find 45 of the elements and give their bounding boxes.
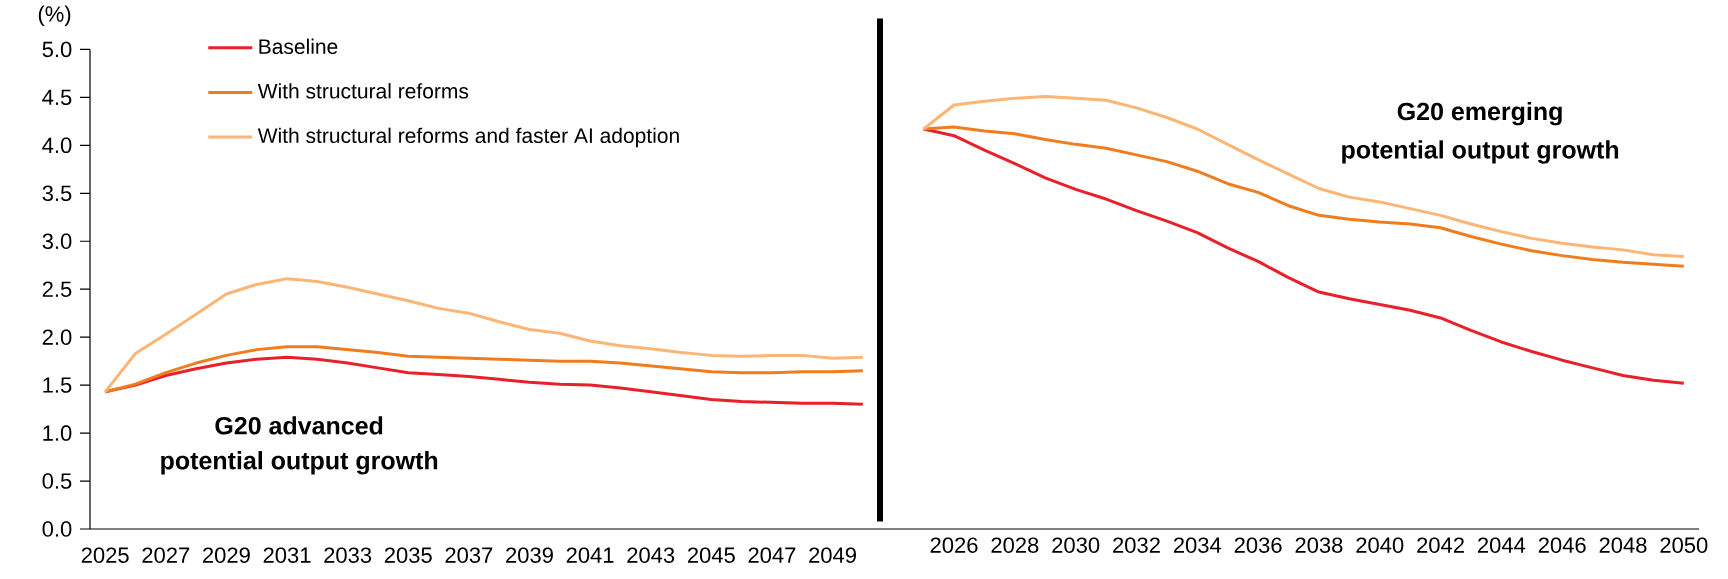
x-tick-label: 2034	[1173, 537, 1222, 553]
x-tick-label: 2026	[930, 537, 978, 553]
legend-label: With structural reforms	[257, 83, 469, 99]
x-tick-label: 2041	[566, 547, 614, 563]
y-tick-label: 0.0	[42, 521, 72, 537]
annotation: G20 emerging	[1397, 101, 1562, 126]
y-tick-label: 4.0	[42, 137, 72, 154]
x-tick-label: 2031	[263, 547, 311, 563]
x-tick-label: 2043	[627, 547, 675, 563]
x-tick-label: 2048	[1599, 537, 1647, 553]
y-tick-label: 1.0	[43, 425, 72, 441]
x-tick-label: 2042	[1417, 537, 1464, 553]
y-tick-label: 5.0	[42, 41, 72, 58]
y-tick-label: 2.0	[42, 329, 72, 345]
x-tick-label: 2038	[1295, 537, 1343, 553]
x-tick-label: 2037	[445, 547, 493, 563]
x-tick-label: 2039	[506, 547, 553, 563]
y-tick-label: 2.5	[42, 281, 72, 297]
annotation: G20 advanced	[215, 416, 383, 435]
y-axis-title: (%)	[38, 5, 71, 27]
y-tick-label: 4.5	[42, 89, 72, 106]
x-tick-label: 2032	[1113, 537, 1160, 553]
annotation: potential output growth	[1342, 140, 1619, 164]
x-tick-label: 2035	[384, 547, 432, 563]
legend-label: Baseline	[259, 38, 338, 55]
x-tick-label: 2028	[991, 537, 1039, 553]
y-tick-label: 1.5	[43, 377, 72, 393]
x-tick-label: 2033	[324, 547, 372, 563]
x-tick-label: 2036	[1234, 537, 1282, 553]
x-tick-label: 2049	[809, 547, 856, 563]
y-tick-label: 3.0	[42, 233, 72, 250]
x-tick-label: 2050	[1660, 537, 1708, 553]
x-tick-label: 2027	[142, 547, 190, 563]
x-tick-label: 2025	[81, 547, 129, 563]
y-tick-label: 0.5	[42, 473, 72, 489]
legend-label: With structural reforms and faster AI adoption	[257, 127, 679, 148]
x-tick-label: 2029	[203, 547, 250, 563]
annotation: potential output growth	[161, 451, 438, 475]
x-tick-label: 2030	[1052, 537, 1100, 553]
y-tick-label: 3.5	[42, 185, 72, 202]
x-tick-label: 2046	[1538, 537, 1586, 553]
x-tick-label: 2045	[687, 547, 735, 563]
x-tick-label: 2047	[748, 547, 796, 563]
x-tick-label: 2040	[1356, 537, 1404, 553]
x-tick-label: 2044	[1478, 537, 1526, 553]
